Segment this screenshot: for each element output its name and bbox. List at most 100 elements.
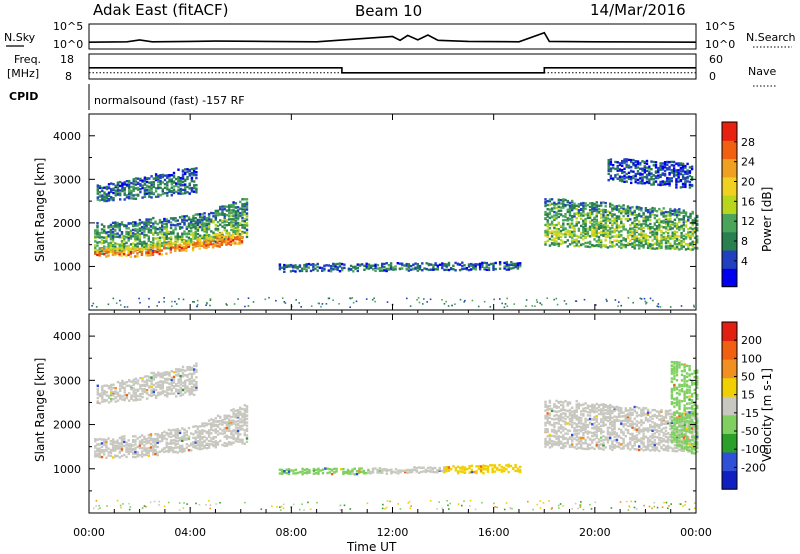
velocity-cell xyxy=(98,450,101,454)
power-cell xyxy=(111,225,115,228)
power-cell xyxy=(130,189,133,193)
power-cell xyxy=(240,241,244,245)
velocity-cell xyxy=(128,384,131,387)
power-cell xyxy=(168,188,171,191)
power-cell xyxy=(586,245,590,248)
velocity-cell xyxy=(360,470,363,473)
power-cell xyxy=(641,169,644,172)
power-cell xyxy=(156,248,159,251)
power-cell xyxy=(161,222,164,226)
power-cell xyxy=(158,221,162,224)
power-cell xyxy=(154,190,158,193)
velocity-cell xyxy=(150,391,153,395)
power-cell xyxy=(673,240,677,243)
power-cell xyxy=(629,233,632,237)
velocity-cell xyxy=(178,444,182,448)
power-noise-cell xyxy=(156,305,158,307)
velocity-cell xyxy=(514,465,517,468)
power-cell xyxy=(201,223,204,226)
power-cell xyxy=(163,192,167,195)
velocity-cell xyxy=(378,467,382,470)
power-cell xyxy=(194,227,197,230)
power-cell xyxy=(611,213,614,216)
power-cell xyxy=(600,226,603,229)
power-cell xyxy=(696,240,699,243)
velocity-cell xyxy=(195,370,198,373)
velocity-cell xyxy=(134,452,137,455)
power-cell xyxy=(675,239,679,242)
power-cell xyxy=(96,231,99,234)
velocity-cell xyxy=(212,443,215,446)
power-cell xyxy=(635,235,639,238)
power-cell xyxy=(557,198,560,201)
velocity-cell xyxy=(362,472,366,475)
power-cell xyxy=(132,187,135,191)
power-cell xyxy=(687,218,690,221)
power-cell xyxy=(134,222,137,225)
velocity-cell xyxy=(112,386,115,390)
velocity-cell xyxy=(582,407,585,410)
power-cell xyxy=(183,240,186,243)
power-cell xyxy=(305,269,308,273)
velocity-cell xyxy=(149,433,153,436)
velocity-cell xyxy=(161,387,164,390)
velocity-cell xyxy=(216,425,220,428)
velocity-cell xyxy=(228,440,231,444)
velocity-cell xyxy=(477,467,480,471)
power-cell xyxy=(575,242,578,245)
power-cell xyxy=(205,222,208,225)
power-cell xyxy=(675,209,679,212)
velocity-cell xyxy=(466,467,469,471)
power-cell xyxy=(216,211,220,215)
velocity-cell xyxy=(143,435,146,439)
velocity-cell xyxy=(198,425,202,428)
velocity-cell xyxy=(586,443,590,446)
power-cell xyxy=(638,206,641,209)
power-cell xyxy=(550,238,554,242)
velocity-cell xyxy=(588,405,592,408)
freq-tick-bottom: 8 xyxy=(65,70,72,83)
velocity-cell xyxy=(145,384,149,387)
velocity-cell xyxy=(110,385,113,389)
power-cell xyxy=(584,245,587,248)
power-cell xyxy=(571,215,574,218)
velocity-cell xyxy=(482,464,485,467)
power-cell xyxy=(143,176,147,179)
power-cell xyxy=(223,226,226,229)
power-cell xyxy=(672,173,676,176)
velocity-cell xyxy=(546,420,549,423)
power-cell xyxy=(682,211,685,214)
power-cell xyxy=(134,224,137,227)
power-cell xyxy=(638,247,641,250)
velocity-cell xyxy=(626,409,630,412)
velocity-cell xyxy=(635,438,639,441)
power-cell xyxy=(461,264,464,268)
velocity-cell xyxy=(317,470,320,473)
velocity-cell xyxy=(169,439,173,442)
power-cell xyxy=(181,226,184,229)
power-cell xyxy=(149,218,153,221)
velocity-cell xyxy=(125,444,128,447)
power-cell xyxy=(571,199,574,203)
power-cell xyxy=(544,229,547,233)
velocity-cell xyxy=(333,467,336,471)
velocity-cell xyxy=(573,422,576,425)
power-cell xyxy=(165,234,168,237)
velocity-cell xyxy=(207,429,211,432)
velocity-cell xyxy=(225,444,229,447)
power-cell xyxy=(544,204,547,208)
power-cell xyxy=(131,248,135,251)
velocity-cell xyxy=(241,424,244,427)
velocity-cell xyxy=(163,430,166,433)
velocity-cell xyxy=(369,470,372,474)
velocity-cell xyxy=(588,431,592,434)
velocity-cell xyxy=(103,453,106,456)
power-cell xyxy=(617,217,621,220)
velocity-cell xyxy=(183,428,186,431)
velocity-cell xyxy=(219,439,222,443)
power-cell xyxy=(626,211,630,214)
power-cell xyxy=(172,229,175,232)
velocity-cell xyxy=(638,429,641,432)
power-cell xyxy=(175,190,178,194)
velocity-cell xyxy=(615,415,619,419)
